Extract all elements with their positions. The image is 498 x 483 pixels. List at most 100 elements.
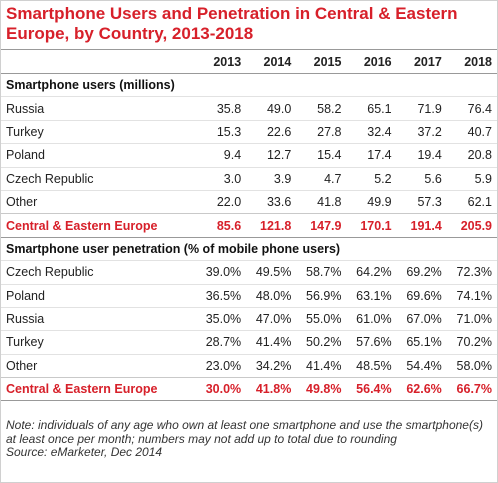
cell-value: 5.2 xyxy=(346,166,397,191)
source-text: Source: eMarketer, Dec 2014 xyxy=(6,445,163,459)
total-value: 85.6 xyxy=(196,213,247,238)
column-header: 2018 xyxy=(446,49,497,74)
cell-value: 48.5% xyxy=(346,353,397,378)
table-row: Other 23.0% 34.2% 41.4% 48.5% 54.4% 58.0% xyxy=(1,353,497,378)
cell-value: 22.6 xyxy=(246,119,297,144)
total-value: 62.6% xyxy=(396,377,447,402)
cell-value: 57.3 xyxy=(396,189,447,214)
header-blank xyxy=(1,49,196,74)
cell-value: 41.4% xyxy=(296,353,347,378)
cell-value: 5.6 xyxy=(396,166,447,191)
note-text: Note: individuals of any age who own at … xyxy=(6,418,483,446)
section-heading: Smartphone users (millions) xyxy=(6,78,175,93)
table-row: Poland 9.4 12.7 15.4 17.4 19.4 20.8 xyxy=(1,143,497,168)
section-heading-row: Smartphone user penetration (% of mobile… xyxy=(1,237,497,260)
cell-value: 65.1 xyxy=(346,96,397,121)
cell-value: 3.0 xyxy=(196,166,247,191)
column-header: 2014 xyxy=(246,49,297,74)
table-row: Russia 35.0% 47.0% 55.0% 61.0% 67.0% 71.0% xyxy=(1,306,497,331)
cell-value: 3.9 xyxy=(246,166,297,191)
total-value: 56.4% xyxy=(346,377,397,402)
cell-value: 36.5% xyxy=(196,283,247,308)
row-label: Turkey xyxy=(1,330,196,355)
cell-value: 47.0% xyxy=(246,306,297,331)
total-value: 121.8 xyxy=(246,213,297,238)
cell-value: 64.2% xyxy=(346,260,397,285)
row-label: Russia xyxy=(1,96,196,121)
cell-value: 33.6 xyxy=(246,189,297,214)
total-row: Central & Eastern Europe 30.0% 41.8% 49.8% 5… xyxy=(1,377,497,402)
table-row: Turkey 15.3 22.6 27.8 32.4 37.2 40.7 xyxy=(1,119,497,144)
cell-value: 54.4% xyxy=(396,353,447,378)
cell-value: 55.0% xyxy=(296,306,347,331)
total-value: 147.9 xyxy=(296,213,347,238)
cell-value: 49.0 xyxy=(246,96,297,121)
total-label: Central & Eastern Europe xyxy=(1,377,196,402)
cell-value: 39.0% xyxy=(196,260,247,285)
header-row: 2013 2014 2015 2016 2017 2018 xyxy=(1,49,497,74)
row-label: Poland xyxy=(1,143,196,168)
row-label: Czech Republic xyxy=(1,260,196,285)
data-table-body: 2013 2014 2015 2016 2017 2018 Smartphone users… xyxy=(1,49,497,402)
cell-value: 69.2% xyxy=(396,260,447,285)
section-heading-row: Smartphone users (millions) xyxy=(1,74,497,97)
cell-value: 12.7 xyxy=(246,143,297,168)
table-row: Russia 35.8 49.0 58.2 65.1 71.9 76.4 xyxy=(1,96,497,121)
cell-value: 62.1 xyxy=(446,189,497,214)
row-label: Other xyxy=(1,189,196,214)
cell-value: 15.3 xyxy=(196,119,247,144)
cell-value: 4.7 xyxy=(296,166,347,191)
cell-value: 37.2 xyxy=(396,119,447,144)
cell-value: 34.2% xyxy=(246,353,297,378)
total-value: 41.8% xyxy=(246,377,297,402)
cell-value: 76.4 xyxy=(446,96,497,121)
cell-value: 17.4 xyxy=(346,143,397,168)
cell-value: 63.1% xyxy=(346,283,397,308)
cell-value: 70.2% xyxy=(446,330,497,355)
cell-value: 41.4% xyxy=(246,330,297,355)
cell-value: 9.4 xyxy=(196,143,247,168)
cell-value: 41.8 xyxy=(296,189,347,214)
total-value: 49.8% xyxy=(296,377,347,402)
row-label: Czech Republic xyxy=(1,166,196,191)
column-header: 2015 xyxy=(296,49,347,74)
data-table: 2013 2014 2015 2016 2017 2018 Smartphone users… xyxy=(1,49,497,402)
cell-value: 56.9% xyxy=(296,283,347,308)
cell-value: 19.4 xyxy=(396,143,447,168)
total-value: 205.9 xyxy=(446,213,497,238)
cell-value: 48.0% xyxy=(246,283,297,308)
section-heading: Smartphone user penetration (% of mobile… xyxy=(6,241,341,256)
cell-value: 20.8 xyxy=(446,143,497,168)
table-row: Turkey 28.7% 41.4% 50.2% 57.6% 65.1% 70.2% xyxy=(1,330,497,355)
cell-value: 49.9 xyxy=(346,189,397,214)
total-value: 30.0% xyxy=(196,377,247,402)
column-header: 2013 xyxy=(196,49,247,74)
table-row: Czech Republic 39.0% 49.5% 58.7% 64.2% 69.2% 7… xyxy=(1,260,497,285)
cell-value: 58.7% xyxy=(296,260,347,285)
column-header: 2017 xyxy=(396,49,447,74)
chart-title: Smartphone Users and Penetration in Cent… xyxy=(6,4,458,43)
cell-value: 72.3% xyxy=(446,260,497,285)
total-row: Central & Eastern Europe 85.6 121.8 147.9 17… xyxy=(1,213,497,238)
cell-value: 69.6% xyxy=(396,283,447,308)
row-label: Poland xyxy=(1,283,196,308)
column-header: 2016 xyxy=(346,49,397,74)
row-label: Other xyxy=(1,353,196,378)
cell-value: 49.5% xyxy=(246,260,297,285)
cell-value: 67.0% xyxy=(396,306,447,331)
cell-value: 58.2 xyxy=(296,96,347,121)
table-row: Poland 36.5% 48.0% 56.9% 63.1% 69.6% 74.1% xyxy=(1,283,497,308)
cell-value: 40.7 xyxy=(446,119,497,144)
cell-value: 61.0% xyxy=(346,306,397,331)
total-label: Central & Eastern Europe xyxy=(1,213,196,238)
cell-value: 71.9 xyxy=(396,96,447,121)
table-row: Other 22.0 33.6 41.8 49.9 57.3 62.1 xyxy=(1,189,497,214)
cell-value: 32.4 xyxy=(346,119,397,144)
cell-value: 58.0% xyxy=(446,353,497,378)
cell-value: 15.4 xyxy=(296,143,347,168)
total-value: 191.4 xyxy=(396,213,447,238)
cell-value: 35.0% xyxy=(196,306,247,331)
cell-value: 74.1% xyxy=(446,283,497,308)
cell-value: 57.6% xyxy=(346,330,397,355)
